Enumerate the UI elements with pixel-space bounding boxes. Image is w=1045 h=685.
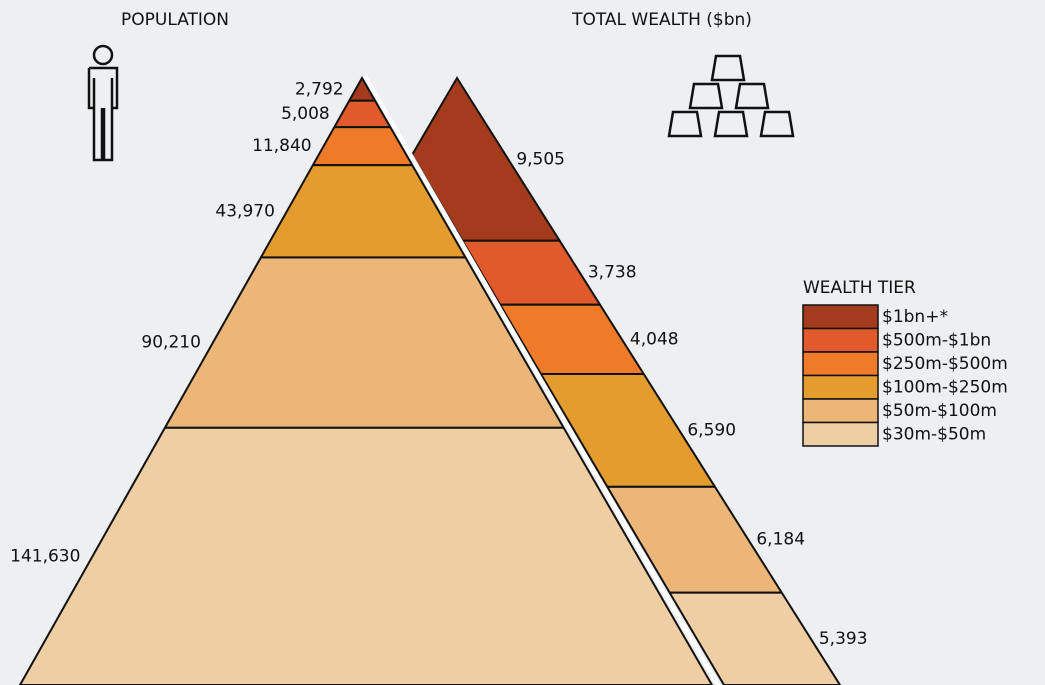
legend-label: $30m-$50m [882,425,986,445]
legend-swatch [802,327,879,353]
legend-swatch [802,398,879,424]
population-title: POPULATION [121,10,229,30]
population-band [20,99,712,129]
wealth-label: 3,738 [588,263,637,283]
population-band [20,426,712,685]
population-label: 43,970 [215,201,274,221]
gold-bars-icon [667,54,795,138]
legend-label: $50m-$100m [882,401,997,421]
legend-label: $250m-$500m [882,354,1008,374]
population-label: 141,630 [10,546,80,566]
legend-swatch [802,304,879,330]
person-icon [87,44,119,162]
population-band [20,78,712,102]
wealth-label: 6,590 [687,420,736,440]
legend-swatch [802,351,879,377]
population-label: 11,840 [252,136,311,156]
wealth-label: 4,048 [630,329,679,349]
pyramid-outline [18,75,714,685]
population-label: 5,008 [281,104,330,124]
legend-label: $500m-$1bn [882,331,991,351]
labels: 2,792 5,008 11,840 43,970 90,210 141,630 9,505… [10,79,867,648]
wealth-label: 9,505 [516,149,565,169]
population-label: 90,210 [141,333,200,353]
legend: $1bn+* $500m-$1bn $250m-$500m $100m-$250m $5… [802,304,1008,447]
strip-outline [410,76,842,685]
wealth-label: 6,184 [756,530,805,550]
legend-label: $1bn+* [882,307,948,327]
wealth-title: TOTAL WEALTH ($bn) [571,10,752,30]
legend-label: $100m-$250m [882,378,1008,398]
wealth-label: 5,393 [819,629,868,649]
legend-swatch [802,374,879,400]
population-label: 2,792 [295,79,344,99]
legend-swatch [802,421,879,447]
separator [363,74,720,685]
legend-title: WEALTH TIER [803,278,916,298]
